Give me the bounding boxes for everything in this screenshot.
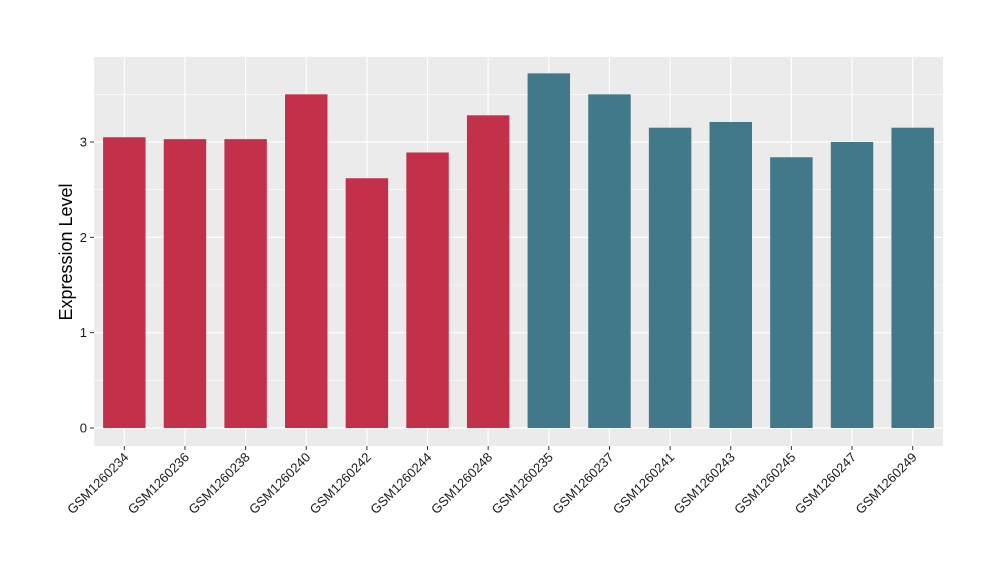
x-axis: GSM1260234GSM1260236GSM1260238GSM1260240… (64, 446, 920, 517)
plot-panel (94, 57, 943, 446)
bar-GSM1260249 (891, 127, 934, 428)
bar-GSM1260247 (830, 142, 874, 428)
bar-GSM1260242 (345, 178, 389, 428)
bar-GSM1260234 (103, 137, 146, 428)
y-tick-label: 1 (80, 325, 87, 340)
x-tick-label: GSM1260245 (731, 450, 798, 517)
x-tick-label: GSM1260237 (549, 450, 616, 517)
y-axis: 0 1 2 3 (80, 135, 94, 436)
x-tick-label: GSM1260243 (671, 450, 738, 517)
y-axis-title: Expression Level (56, 183, 76, 320)
x-tick-label: GSM1260241 (610, 450, 677, 517)
x-tick-label: GSM1260236 (125, 450, 192, 517)
x-tick-label: GSM1260249 (852, 450, 919, 517)
bar-GSM1260241 (648, 127, 692, 428)
bar-GSM1260235 (527, 73, 571, 429)
bar-GSM1260248 (466, 115, 510, 428)
x-tick-label: GSM1260234 (64, 450, 131, 517)
x-tick-label: GSM1260247 (792, 450, 859, 517)
bar-GSM1260244 (406, 152, 449, 428)
x-tick-label: GSM1260248 (428, 450, 495, 517)
x-tick-label: GSM1260240 (246, 450, 313, 517)
y-tick-label: 3 (80, 135, 87, 150)
y-tick-label: 2 (80, 230, 87, 245)
x-tick-label: GSM1260244 (367, 450, 434, 517)
bar-GSM1260236 (163, 139, 207, 428)
x-tick-label: GSM1260238 (185, 450, 252, 517)
bar-GSM1260245 (770, 157, 813, 428)
y-tick-label: 0 (80, 421, 87, 436)
x-tick-label: GSM1260242 (307, 450, 374, 517)
bar-GSM1260240 (285, 94, 328, 428)
bar-GSM1260243 (709, 121, 752, 428)
x-tick-label: GSM1260235 (489, 450, 556, 517)
bar-GSM1260237 (588, 94, 631, 428)
bars (103, 73, 934, 429)
bar-GSM1260238 (224, 139, 267, 428)
